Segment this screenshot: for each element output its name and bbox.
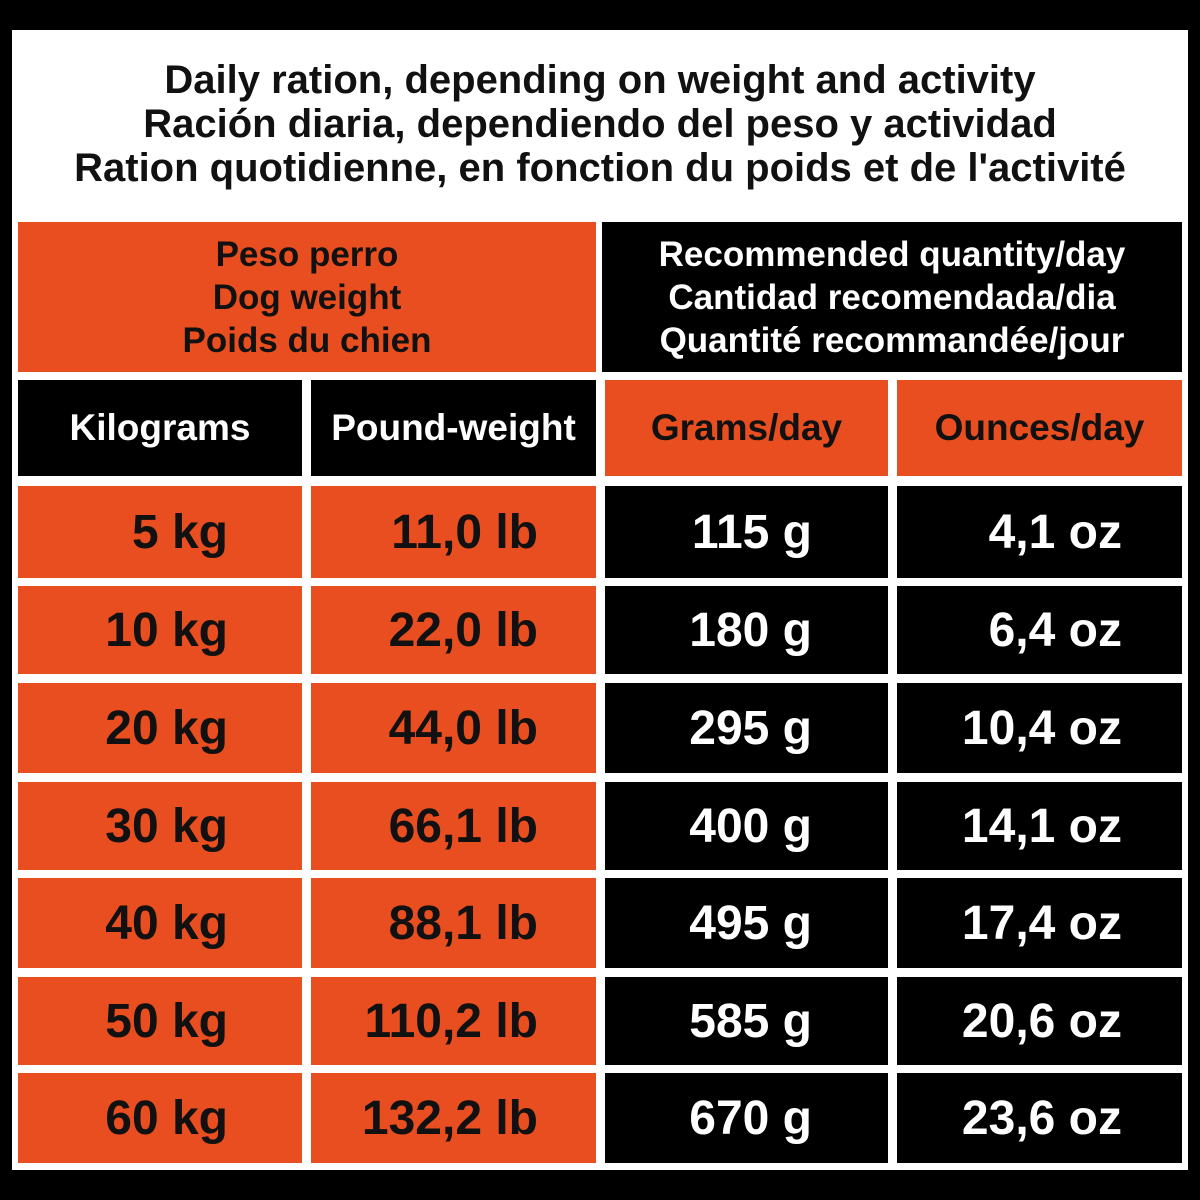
cell-kilograms: 5 kg xyxy=(18,486,302,578)
cell-kilograms: 50 kg xyxy=(18,977,302,1065)
cell-ounces: 10,4 oz xyxy=(897,683,1182,773)
group-header-quantity-es: Cantidad recomendada/dia xyxy=(668,277,1116,317)
cell-pounds: 11,0 lb xyxy=(311,486,596,578)
cell-ounces: 23,6 oz xyxy=(897,1073,1182,1163)
cell-kilograms: 60 kg xyxy=(18,1073,302,1163)
cell-pounds: 110,2 lb xyxy=(311,977,596,1065)
cell-ounces: 4,1 oz xyxy=(897,486,1182,578)
group-header-weight-es: Peso perro xyxy=(215,234,399,274)
cell-grams: 400 g xyxy=(605,782,888,870)
cell-ounces: 6,4 oz xyxy=(897,586,1182,674)
group-header-weight-en: Dog weight xyxy=(212,277,402,317)
page-title: Daily ration, depending on weight and ac… xyxy=(12,58,1188,190)
title-english: Daily ration, depending on weight and ac… xyxy=(164,58,1036,102)
column-header-ounces-day: Ounces/day xyxy=(897,380,1182,476)
cell-grams: 495 g xyxy=(605,878,888,968)
cell-pounds: 88,1 lb xyxy=(311,878,596,968)
column-header-pound-weight: Pound-weight xyxy=(311,380,596,476)
group-header-weight-fr: Poids du chien xyxy=(182,320,432,360)
column-header-grams-day: Grams/day xyxy=(605,380,888,476)
cell-pounds: 44,0 lb xyxy=(311,683,596,773)
cell-grams: 585 g xyxy=(605,977,888,1065)
group-header-dog-weight: Peso perro Dog weight Poids du chien xyxy=(18,222,596,372)
cell-grams: 670 g xyxy=(605,1073,888,1163)
cell-ounces: 20,6 oz xyxy=(897,977,1182,1065)
cell-kilograms: 30 kg xyxy=(18,782,302,870)
column-header-kilograms: Kilograms xyxy=(18,380,302,476)
title-spanish: Ración diaria, dependiendo del peso y ac… xyxy=(143,102,1057,146)
cell-grams: 295 g xyxy=(605,683,888,773)
cell-ounces: 14,1 oz xyxy=(897,782,1182,870)
cell-ounces: 17,4 oz xyxy=(897,878,1182,968)
group-header-quantity-en: Recommended quantity/day xyxy=(658,234,1126,274)
cell-pounds: 66,1 lb xyxy=(311,782,596,870)
cell-kilograms: 10 kg xyxy=(18,586,302,674)
cell-pounds: 132,2 lb xyxy=(311,1073,596,1163)
cell-grams: 115 g xyxy=(605,486,888,578)
group-header-recommended-quantity: Recommended quantity/day Cantidad recome… xyxy=(602,222,1182,372)
group-header-quantity-fr: Quantité recommandée/jour xyxy=(659,320,1125,360)
cell-grams: 180 g xyxy=(605,586,888,674)
cell-kilograms: 40 kg xyxy=(18,878,302,968)
cell-pounds: 22,0 lb xyxy=(311,586,596,674)
cell-kilograms: 20 kg xyxy=(18,683,302,773)
title-french: Ration quotidienne, en fonction du poids… xyxy=(74,146,1126,190)
